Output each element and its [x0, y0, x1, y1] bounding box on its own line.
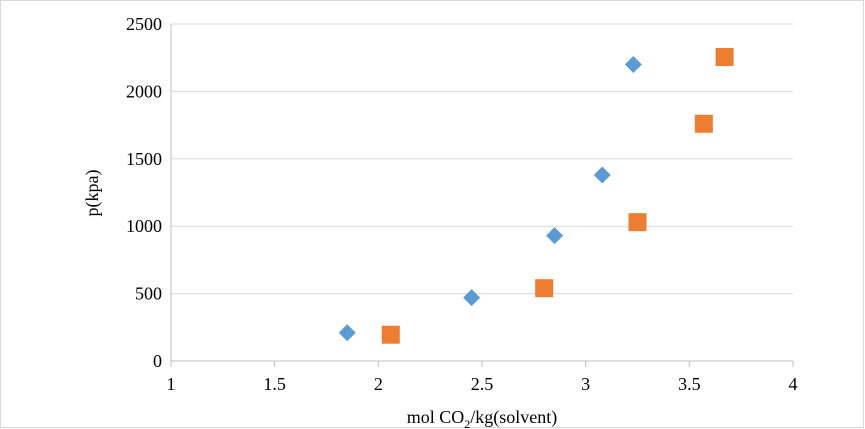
x-tick-label: 2: [374, 374, 383, 394]
x-axis-title-suffix: /kg(solvent): [470, 407, 557, 428]
data-point-diamond: [593, 166, 611, 184]
data-point-square: [694, 114, 713, 133]
x-axis-title-prefix: mol CO: [407, 407, 465, 427]
axes: [170, 24, 794, 367]
data-point-diamond: [463, 289, 481, 307]
y-tick-label: 0: [153, 351, 162, 371]
data-point-square: [715, 48, 734, 67]
y-tick-label: 2000: [126, 81, 162, 101]
data-point-diamond: [624, 55, 642, 73]
data-points: [338, 48, 734, 344]
data-point-diamond: [338, 324, 356, 342]
x-tick-labels: 1 1.5 2 2.5 3 3.5 4: [167, 374, 798, 394]
y-tick-labels: 0 500 1000 1500 2000 2500: [126, 14, 162, 371]
data-point-square: [381, 325, 400, 344]
data-point-diamond: [546, 227, 564, 245]
x-tick-label: 3.5: [678, 374, 701, 394]
y-tick-label: 1000: [126, 216, 162, 236]
y-axis-title: p(kpa): [82, 170, 103, 217]
data-point-square: [535, 279, 554, 298]
x-tick-label: 2.5: [471, 374, 494, 394]
y-tick-label: 1500: [126, 149, 162, 169]
x-axis-title: mol CO2/kg(solvent): [407, 407, 558, 429]
gridlines: [171, 23, 793, 295]
x-axis-title-subscript: 2: [464, 417, 470, 429]
x-tick-label: 3: [581, 374, 590, 394]
data-point-square: [628, 213, 647, 232]
x-tick-label: 1.5: [263, 374, 286, 394]
x-tick-label: 1: [167, 374, 176, 394]
y-tick-label: 500: [135, 284, 162, 304]
x-tick-label: 4: [789, 374, 798, 394]
y-tick-label: 2500: [126, 14, 162, 34]
